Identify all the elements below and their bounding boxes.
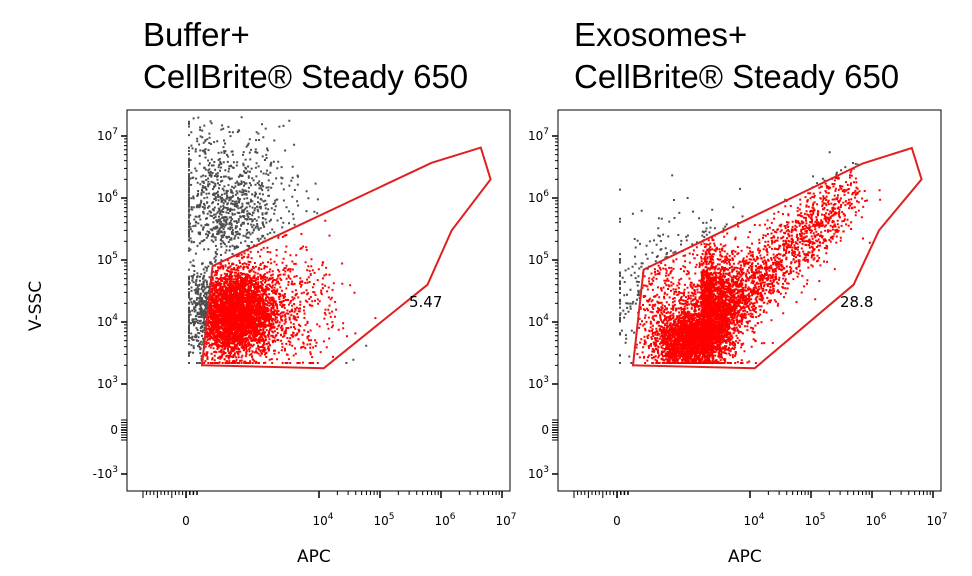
y-tick-label-buffer-0: -103 — [93, 465, 118, 481]
y-tick-label-exosomes-3: 104 — [528, 313, 549, 329]
y-tick-label-buffer-5: 106 — [97, 189, 118, 205]
x-tick-label-buffer-2: 105 — [373, 512, 394, 528]
x-tick-label-buffer-3: 106 — [434, 512, 455, 528]
y-tick-label-buffer-3: 104 — [97, 313, 118, 329]
y-tick-label-exosomes-2: 103 — [528, 375, 549, 391]
y-tick-label-buffer-1: 0 — [110, 423, 118, 437]
x-axis-buffer: 0 104 105 106 107 — [142, 491, 517, 528]
panel-left-title-line1: Buffer+ — [143, 16, 250, 53]
plot-frame-buffer — [126, 109, 511, 492]
negative-events-buffer — [188, 116, 368, 364]
panel-left-title-line2: CellBrite® Steady 650 — [143, 58, 469, 95]
y-tick-label-buffer-6: 107 — [97, 127, 118, 143]
y-tick-label-exosomes-4: 105 — [528, 251, 549, 267]
y-tick-label-buffer-4: 105 — [97, 251, 118, 267]
gate-polygon-exosomes[interactable] — [631, 146, 923, 370]
x-tick-label-buffer-1: 104 — [312, 512, 333, 528]
y-tick-label-exosomes-0: 103 — [528, 465, 549, 481]
y-axis-exosomes: 103 0 103 104 105 106 107 — [528, 127, 558, 481]
gate-percent-exosomes: 28.8 — [840, 293, 873, 311]
gate-polygon-buffer[interactable] — [200, 146, 492, 370]
y-tick-label-buffer-2: 103 — [97, 375, 118, 391]
x-tick-label-exosomes-3: 106 — [865, 512, 886, 528]
y-tick-label-exosomes-6: 107 — [528, 127, 549, 143]
positive-events-exosomes — [635, 169, 882, 364]
panel-left-title: Buffer+ CellBrite® Steady 650 — [143, 14, 468, 98]
panel-right-title: Exosomes+ CellBrite® Steady 650 — [574, 14, 899, 98]
panel-right-title-line2: CellBrite® Steady 650 — [574, 58, 900, 95]
y-axis-label-container: V-SSC — [16, 281, 56, 331]
event-dots-buffer — [188, 116, 377, 364]
y-tick-label-exosomes-1: 0 — [541, 423, 549, 437]
y-axis-buffer: -103 0 103 104 105 106 107 — [93, 127, 127, 481]
scatter-panel-buffer: 5.47 -103 0 103 104 105 106 107 0 104 105 106 107 — [93, 109, 517, 528]
y-axis-label: V-SSC — [26, 280, 46, 332]
panel-right-title-line1: Exosomes+ — [574, 16, 748, 53]
y-tick-label-exosomes-5: 106 — [528, 189, 549, 205]
x-axis-label-left: APC — [297, 547, 331, 567]
x-axis-exosomes: 0 104 105 106 107 — [573, 491, 948, 528]
x-tick-label-exosomes-0: 0 — [613, 514, 621, 528]
x-tick-label-buffer-4: 107 — [495, 512, 516, 528]
event-dots-exosomes — [619, 151, 882, 364]
x-tick-label-buffer-0: 0 — [182, 514, 190, 528]
x-tick-label-exosomes-2: 105 — [804, 512, 825, 528]
scatter-panel-exosomes: 28.8 103 0 103 104 105 106 107 0 104 105 106 107 — [528, 109, 948, 528]
x-tick-label-exosomes-4: 107 — [926, 512, 947, 528]
x-axis-label-right: APC — [728, 547, 762, 567]
gate-percent-buffer: 5.47 — [409, 293, 442, 311]
x-tick-label-exosomes-1: 104 — [743, 512, 764, 528]
positive-events-buffer — [203, 219, 377, 364]
